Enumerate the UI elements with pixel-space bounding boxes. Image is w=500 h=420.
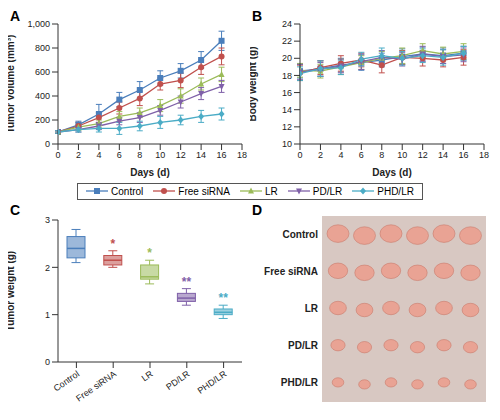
- svg-text:22: 22: [282, 36, 292, 46]
- svg-text:**: **: [219, 291, 229, 305]
- svg-text:Tumor volume (mm³): Tumor volume (mm³): [8, 35, 16, 134]
- svg-text:PHD/LR: PHD/LR: [196, 368, 229, 395]
- svg-text:Control: Control: [52, 369, 82, 394]
- svg-text:0: 0: [45, 139, 50, 149]
- svg-text:16: 16: [217, 150, 227, 160]
- svg-text:*: *: [110, 237, 115, 251]
- html-text:PHD/LR: PHD/LR: [377, 185, 414, 197]
- svg-text:1,000: 1,000: [27, 19, 50, 29]
- html-text:LR: LR: [265, 185, 278, 197]
- svg-text:Tumor weight (g): Tumor weight (g): [8, 251, 16, 331]
- svg-text:10: 10: [155, 150, 165, 160]
- html-text:Free siRNA: Free siRNA: [178, 185, 230, 197]
- svg-text:20: 20: [282, 53, 292, 63]
- html-text:B: B: [252, 8, 263, 24]
- svg-text:14: 14: [196, 150, 206, 160]
- svg-text:24: 24: [282, 19, 292, 29]
- html-text:C: C: [10, 202, 21, 218]
- svg-text:4: 4: [338, 150, 343, 160]
- svg-text:3: 3: [45, 215, 50, 225]
- svg-text:2: 2: [76, 150, 81, 160]
- svg-text:8: 8: [379, 150, 384, 160]
- svg-text:1: 1: [45, 310, 50, 320]
- svg-text:12: 12: [282, 122, 292, 132]
- svg-text:12: 12: [418, 150, 428, 160]
- svg-text:PD/LR: PD/LR: [164, 368, 192, 392]
- svg-text:10: 10: [282, 139, 292, 149]
- svg-text:Free siRNA: Free siRNA: [74, 369, 118, 404]
- svg-text:Body weight (g): Body weight (g): [250, 47, 258, 122]
- svg-text:6: 6: [117, 150, 122, 160]
- svg-text:LR: LR: [140, 368, 156, 383]
- svg-text:18: 18: [282, 71, 292, 81]
- svg-text:10: 10: [397, 150, 407, 160]
- svg-text:Control: Control: [282, 229, 318, 240]
- svg-text:2: 2: [318, 150, 323, 160]
- svg-text:PD/LR: PD/LR: [288, 340, 319, 351]
- svg-text:800: 800: [35, 43, 50, 53]
- svg-text:8: 8: [137, 150, 142, 160]
- svg-text:Days (d): Days (d): [130, 167, 169, 178]
- svg-text:18: 18: [479, 150, 489, 160]
- svg-text:2: 2: [45, 263, 50, 273]
- svg-text:12: 12: [176, 150, 186, 160]
- svg-text:**: **: [182, 275, 192, 289]
- html-text:A: A: [10, 8, 21, 24]
- svg-text:PHD/LR: PHD/LR: [281, 377, 319, 388]
- svg-text:6: 6: [359, 150, 364, 160]
- svg-text:14: 14: [282, 105, 292, 115]
- svg-text:16: 16: [459, 150, 469, 160]
- svg-text:0: 0: [297, 150, 302, 160]
- svg-text:Free siRNA: Free siRNA: [264, 266, 318, 277]
- html-text:D: D: [252, 202, 263, 218]
- svg-text:400: 400: [35, 91, 50, 101]
- svg-text:18: 18: [237, 150, 247, 160]
- html-text:PD/LR: PD/LR: [312, 185, 343, 197]
- svg-text:200: 200: [35, 115, 50, 125]
- svg-text:600: 600: [35, 67, 50, 77]
- svg-text:0: 0: [55, 150, 60, 160]
- svg-text:16: 16: [282, 88, 292, 98]
- svg-text:0: 0: [45, 357, 50, 367]
- svg-text:4: 4: [96, 150, 101, 160]
- svg-text:LR: LR: [305, 303, 319, 314]
- svg-text:Days (d): Days (d): [372, 167, 411, 178]
- html-text:Control: Control: [111, 185, 144, 197]
- svg-text:14: 14: [438, 150, 448, 160]
- svg-text:*: *: [147, 246, 152, 260]
